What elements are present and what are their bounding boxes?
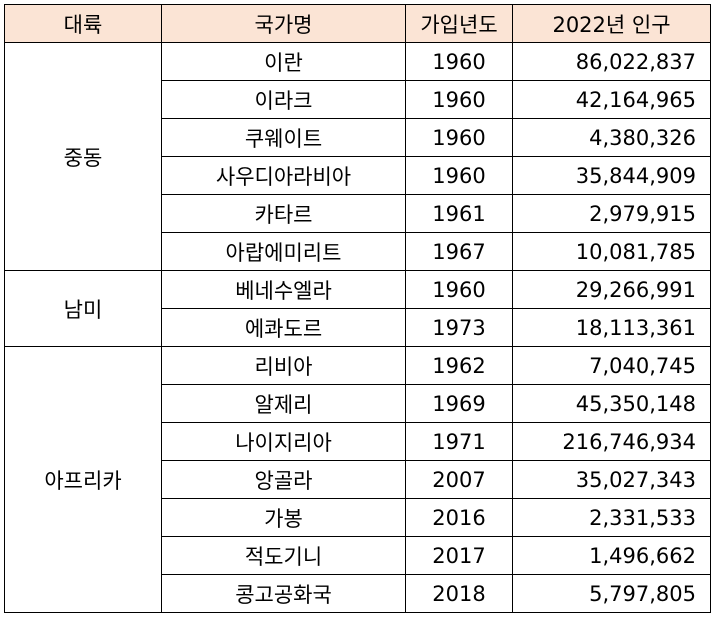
country-cell: 아랍에미리트 xyxy=(161,232,406,271)
table-row: 카타르 1961 2,979,915 xyxy=(5,194,711,233)
header-population: 2022년 인구 xyxy=(512,4,711,43)
year-cell: 1969 xyxy=(405,384,513,423)
population-cell: 5,797,805 xyxy=(512,574,711,613)
population-cell: 10,081,785 xyxy=(512,232,711,271)
country-cell: 적도기니 xyxy=(161,536,406,575)
population-cell: 18,113,361 xyxy=(512,308,711,347)
header-row: 대륙 국가명 가입년도 2022년 인구 xyxy=(4,4,711,43)
table-row: 이라크 1960 42,164,965 xyxy=(5,80,711,119)
population-cell: 4,380,326 xyxy=(512,118,711,157)
population-cell: 7,040,745 xyxy=(512,346,711,385)
year-cell: 1962 xyxy=(405,346,513,385)
region-cell: 남미 xyxy=(4,270,162,347)
year-cell: 2007 xyxy=(405,460,513,499)
year-cell: 1961 xyxy=(405,194,513,233)
year-cell: 1960 xyxy=(405,270,513,309)
header-country: 국가명 xyxy=(161,4,406,43)
year-cell: 2018 xyxy=(405,574,513,613)
population-cell: 45,350,148 xyxy=(512,384,711,423)
member-countries-table: 대륙 국가명 가입년도 2022년 인구 중동 이란 1960 86,022,8… xyxy=(4,4,711,613)
table-row: 남미 베네수엘라 1960 29,266,991 xyxy=(4,270,711,347)
country-cell: 콩고공화국 xyxy=(161,574,406,613)
year-cell: 2017 xyxy=(405,536,513,575)
table-row: 앙골라 2007 35,027,343 xyxy=(5,460,711,499)
table-row: 적도기니 2017 1,496,662 xyxy=(5,536,711,575)
year-cell: 1960 xyxy=(405,118,513,157)
year-cell: 1960 xyxy=(405,156,513,195)
population-cell: 2,979,915 xyxy=(512,194,711,233)
country-cell: 나이지리아 xyxy=(161,422,406,461)
header-region: 대륙 xyxy=(4,4,162,43)
population-cell: 1,496,662 xyxy=(512,536,711,575)
country-cell: 가봉 xyxy=(161,498,406,537)
country-cell: 에콰도르 xyxy=(161,308,406,347)
population-cell: 2,331,533 xyxy=(512,498,711,537)
country-cell: 리비아 xyxy=(161,346,406,385)
region-cell: 중동 xyxy=(4,42,162,271)
population-cell: 216,746,934 xyxy=(512,422,711,461)
year-cell: 1967 xyxy=(405,232,513,271)
population-cell: 29,266,991 xyxy=(512,270,711,309)
table-row: 나이지리아 1971 216,746,934 xyxy=(5,422,711,461)
table-row: 아랍에미리트 1967 10,081,785 xyxy=(5,232,711,271)
country-cell: 사우디아라비아 xyxy=(161,156,406,195)
country-cell: 알제리 xyxy=(161,384,406,423)
population-cell: 42,164,965 xyxy=(512,80,711,119)
year-cell: 2016 xyxy=(405,498,513,537)
country-cell: 베네수엘라 xyxy=(161,270,406,309)
table-row: 아프리카 리비아 1962 7,040,745 xyxy=(4,346,711,613)
country-cell: 앙골라 xyxy=(161,460,406,499)
year-cell: 1960 xyxy=(405,42,513,81)
country-cell: 쿠웨이트 xyxy=(161,118,406,157)
table-row: 알제리 1969 45,350,148 xyxy=(5,384,711,423)
country-cell: 카타르 xyxy=(161,194,406,233)
population-cell: 86,022,837 xyxy=(512,42,711,81)
population-cell: 35,027,343 xyxy=(512,460,711,499)
year-cell: 1971 xyxy=(405,422,513,461)
table-row: 콩고공화국 2018 5,797,805 xyxy=(5,574,711,613)
table-row: 중동 이란 1960 86,022,837 xyxy=(4,42,711,271)
country-cell: 이라크 xyxy=(161,80,406,119)
country-cell: 이란 xyxy=(161,42,406,81)
header-join-year: 가입년도 xyxy=(405,4,513,43)
table-row: 에콰도르 1973 18,113,361 xyxy=(5,308,711,347)
region-cell: 아프리카 xyxy=(4,346,162,613)
year-cell: 1960 xyxy=(405,80,513,119)
population-cell: 35,844,909 xyxy=(512,156,711,195)
year-cell: 1973 xyxy=(405,308,513,347)
